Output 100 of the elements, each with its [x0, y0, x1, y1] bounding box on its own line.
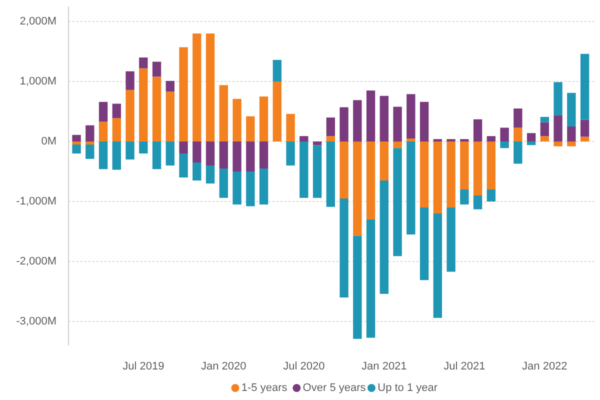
bar [72, 142, 81, 144]
bar [112, 118, 121, 142]
legend-label: Over 5 years [302, 382, 366, 394]
bar [312, 142, 322, 146]
bar [139, 142, 148, 154]
bar [353, 100, 362, 142]
bar [514, 108, 522, 128]
bar [526, 133, 536, 142]
bar [86, 142, 94, 144]
bar [272, 60, 282, 82]
bar [179, 154, 188, 178]
bar [500, 128, 509, 142]
bar [326, 136, 336, 142]
y-tick-label: -2,000M [16, 256, 57, 268]
bar [286, 142, 295, 166]
bar [152, 76, 162, 142]
bar [300, 136, 308, 142]
bar [246, 142, 255, 172]
x-tick-label: Jan 2021 [362, 360, 407, 372]
x-tick-label: Jul 2020 [283, 360, 325, 372]
bar [340, 107, 348, 142]
bar [166, 80, 174, 92]
bar [406, 138, 416, 142]
bar [179, 142, 188, 154]
bar [219, 142, 228, 168]
bar [139, 58, 148, 68]
bar [406, 142, 416, 234]
bar [353, 236, 362, 339]
bar [86, 125, 94, 142]
bar [232, 142, 242, 172]
bar [126, 142, 134, 160]
bar [460, 190, 469, 204]
bar [366, 142, 376, 220]
bar [152, 62, 162, 77]
y-tick-label: 1,000M [20, 76, 57, 88]
legend-label: Up to 1 year [378, 382, 438, 394]
bar [514, 142, 522, 164]
bar [272, 82, 282, 142]
bar [420, 208, 429, 280]
x-tick-label: Jul 2021 [444, 360, 486, 372]
bar [112, 104, 121, 118]
bar [514, 128, 522, 142]
bar [246, 116, 255, 142]
legend-label: 1-5 years [241, 382, 288, 394]
bar [166, 92, 174, 142]
bar [353, 142, 362, 236]
bar [98, 122, 108, 142]
bar [580, 136, 590, 142]
bar [567, 126, 576, 142]
bar [567, 142, 576, 146]
bar [206, 34, 215, 142]
bar [393, 142, 402, 148]
bar [126, 71, 134, 90]
bar [486, 142, 496, 190]
bar [526, 142, 536, 146]
bar [500, 142, 509, 148]
y-tick-label: -3,000M [16, 316, 57, 328]
bar [540, 116, 550, 122]
bar [406, 94, 416, 138]
bar [340, 198, 348, 298]
bar [152, 142, 162, 170]
bar [580, 54, 590, 120]
bar [259, 96, 268, 142]
bar [433, 214, 442, 318]
bar [192, 142, 202, 162]
bar [219, 85, 228, 142]
bar [312, 145, 322, 198]
x-tick-label: Jan 2022 [522, 360, 568, 372]
bar [72, 144, 81, 154]
bar [219, 168, 228, 198]
bar [366, 220, 376, 338]
bar [72, 134, 81, 142]
bar [486, 136, 496, 142]
bar [554, 115, 562, 142]
bar [206, 166, 215, 184]
x-tick-label: Jan 2020 [201, 360, 246, 372]
bar [126, 90, 134, 142]
bar [259, 142, 268, 168]
y-tick-label: 2,000M [20, 16, 57, 28]
bar [540, 122, 550, 136]
bar [486, 190, 496, 202]
bar [232, 98, 242, 142]
bar [112, 142, 121, 170]
bar [206, 142, 215, 166]
bar [393, 148, 402, 256]
bar [380, 142, 389, 180]
bar [366, 90, 376, 142]
bar [540, 136, 550, 142]
bar [567, 92, 576, 126]
bar [98, 102, 108, 122]
bar [580, 120, 590, 137]
bar [192, 34, 202, 142]
bar [473, 142, 482, 196]
bar [554, 142, 562, 146]
bar [179, 47, 188, 142]
bar [286, 114, 295, 142]
bar [420, 102, 429, 142]
bar [340, 142, 348, 198]
bar [433, 142, 442, 214]
bar [86, 144, 94, 159]
